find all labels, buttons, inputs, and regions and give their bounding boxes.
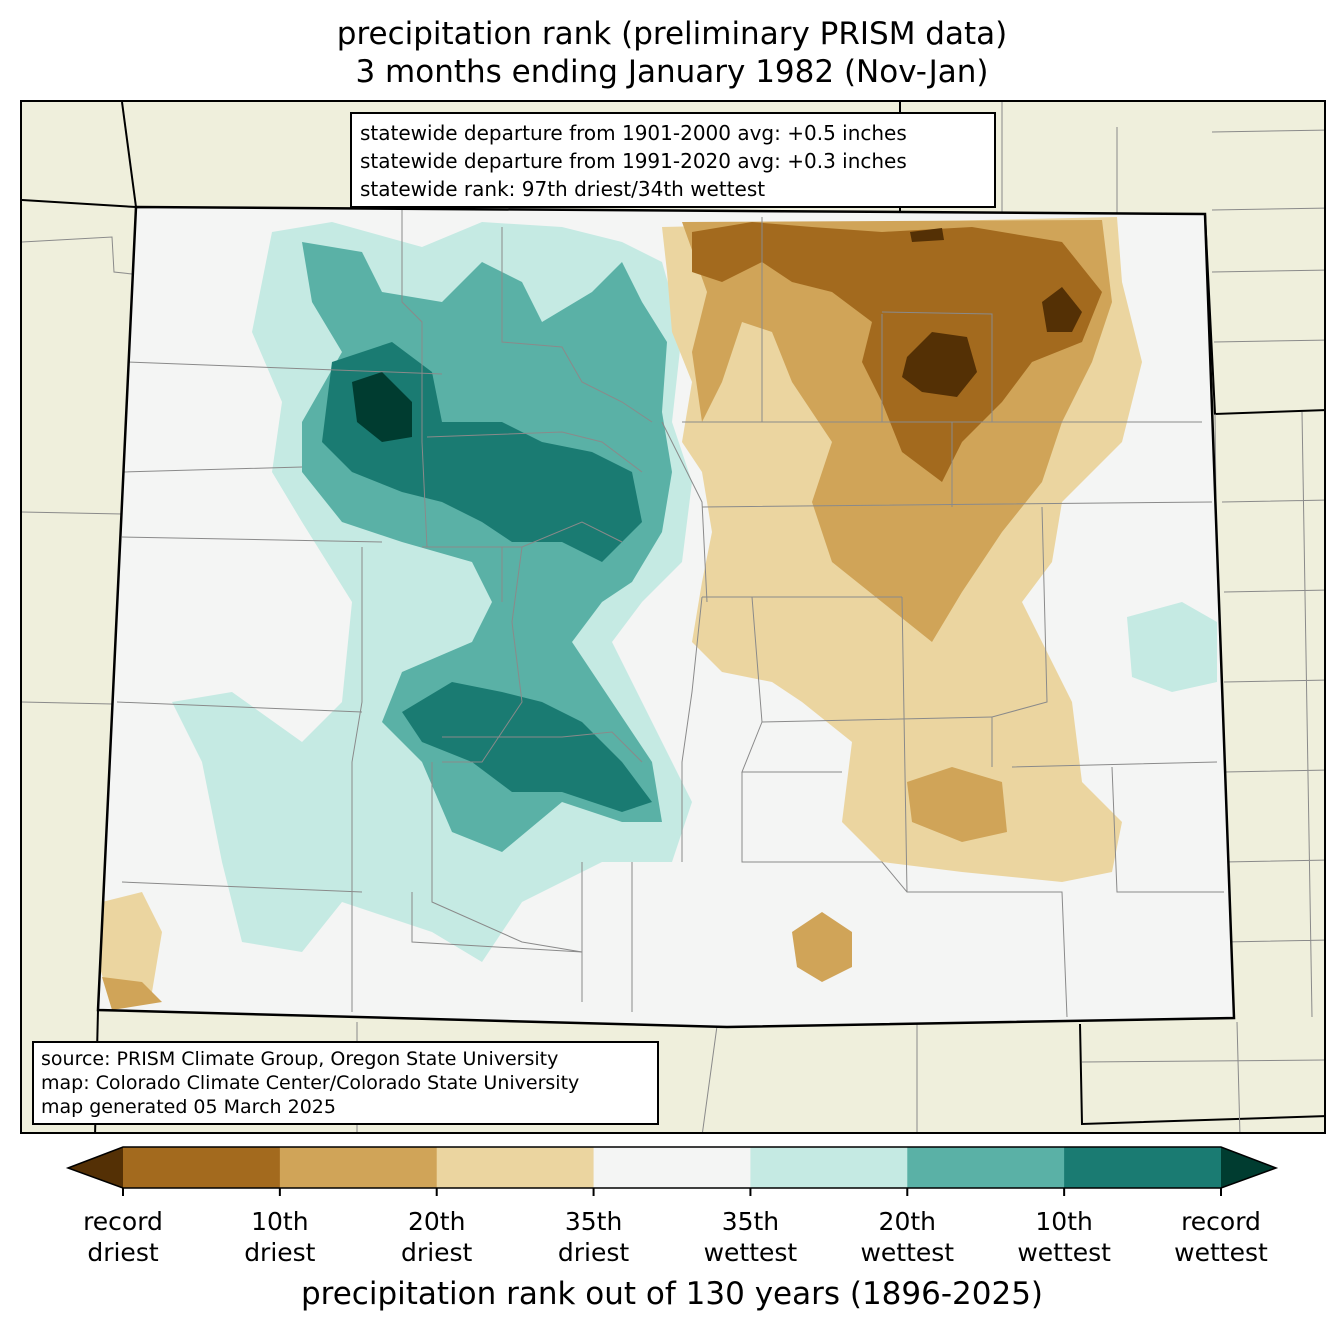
- source-line: source: PRISM Climate Group, Oregon Stat…: [41, 1048, 559, 1070]
- dry-20th-southwest: [102, 977, 162, 1010]
- dry-20th-se-ring: [907, 767, 1007, 842]
- colorbar-segment: [436, 1147, 595, 1188]
- colorbar-ticks: [122, 1188, 1222, 1196]
- tick-label-line-2: wettest: [860, 1238, 955, 1267]
- precip-rank-field: [98, 207, 1234, 1027]
- colorbar-tick-label: 20th driest: [357, 1206, 517, 1268]
- tick-label-line-2: driest: [87, 1238, 159, 1267]
- colorbar-outline: [65, 1146, 1279, 1189]
- colorbar-tick-label: record driest: [43, 1206, 203, 1268]
- colorbar-segment: [907, 1147, 1065, 1188]
- map-title-line-1: precipitation rank (preliminary PRISM da…: [336, 16, 1008, 52]
- colorbar-tick-label: 10th wettest: [984, 1206, 1144, 1268]
- tick-label-line-2: driest: [244, 1238, 316, 1267]
- map-title-line-2: 3 months ending January 1982 (Nov-Jan): [355, 54, 989, 90]
- dry-20th-pueblo-ring: [792, 912, 852, 982]
- colorbar-segment: [593, 1147, 751, 1188]
- colorbar-legend: [65, 1146, 1279, 1196]
- colorbar-axis-title: precipitation rank out of 130 years (189…: [300, 1276, 1044, 1312]
- tick-label-line-2: driest: [401, 1238, 473, 1267]
- tick-label-line-1: 10th: [1035, 1207, 1093, 1236]
- tick-label-line-1: 35th: [564, 1207, 623, 1236]
- colorbar-tick-label: 20th wettest: [827, 1206, 987, 1268]
- tick-label-line-1: record: [83, 1207, 163, 1236]
- colorbar-extend-wettest: [1221, 1147, 1276, 1188]
- statewide-stats-box: statewide departure from 1901-2000 avg: …: [350, 112, 996, 208]
- tick-label-line-1: 20th: [878, 1207, 937, 1236]
- wet-35th-east-spot: [1127, 602, 1217, 692]
- wet-10th-region-south: [402, 682, 652, 812]
- tick-label-line-1: record: [1181, 1207, 1261, 1236]
- dry-record-region-north: [1042, 287, 1082, 332]
- generated-date-line: map generated 05 March 2025: [41, 1096, 336, 1118]
- colorbar-tick-label: 10th driest: [200, 1206, 360, 1268]
- map-credit-line: map: Colorado Climate Center/Colorado St…: [41, 1072, 580, 1094]
- tick-label-line-2: wettest: [1174, 1238, 1268, 1267]
- wet-record-region: [352, 372, 412, 442]
- colorbar-tick-label: record wettest: [1141, 1206, 1301, 1268]
- tick-label-line-2: wettest: [1017, 1238, 1111, 1267]
- colorado-outline: [96, 205, 1236, 1029]
- tick-label-line-1: 10th: [251, 1207, 309, 1236]
- source-credit-box: source: PRISM Climate Group, Oregon Stat…: [32, 1041, 659, 1125]
- map-panel: [20, 100, 1326, 1134]
- colorbar-segments: [68, 1147, 1276, 1188]
- dry-record-region-central: [902, 332, 977, 397]
- colorbar-segment: [1064, 1147, 1222, 1188]
- colorbar-tick-label: 35th driest: [514, 1206, 674, 1268]
- colorbar-extend-driest: [68, 1147, 123, 1188]
- colorado-precip-map: [22, 102, 1324, 1132]
- colorbar-segment: [279, 1147, 438, 1188]
- departure-1901-2000-text: statewide departure from 1901-2000 avg: …: [360, 121, 907, 145]
- tick-label-line-1: 20th: [407, 1207, 466, 1236]
- departure-1991-2020-text: statewide departure from 1991-2020 avg: …: [360, 149, 907, 173]
- tick-label-line-1: 35th: [721, 1207, 780, 1236]
- colorbar-segment: [750, 1147, 908, 1188]
- tick-label-line-2: wettest: [703, 1238, 798, 1267]
- dry-10th-region: [692, 222, 1102, 482]
- county-lines: [116, 207, 1224, 1018]
- tick-label-line-2: driest: [557, 1238, 630, 1267]
- dry-record-region-top: [910, 228, 944, 242]
- colorbar-tick-label: 35th wettest: [670, 1206, 830, 1268]
- colorbar-segment: [123, 1147, 281, 1188]
- statewide-rank-text: statewide rank: 97th driest/34th wettest: [360, 177, 766, 201]
- dry-35th-southwest: [98, 892, 162, 1007]
